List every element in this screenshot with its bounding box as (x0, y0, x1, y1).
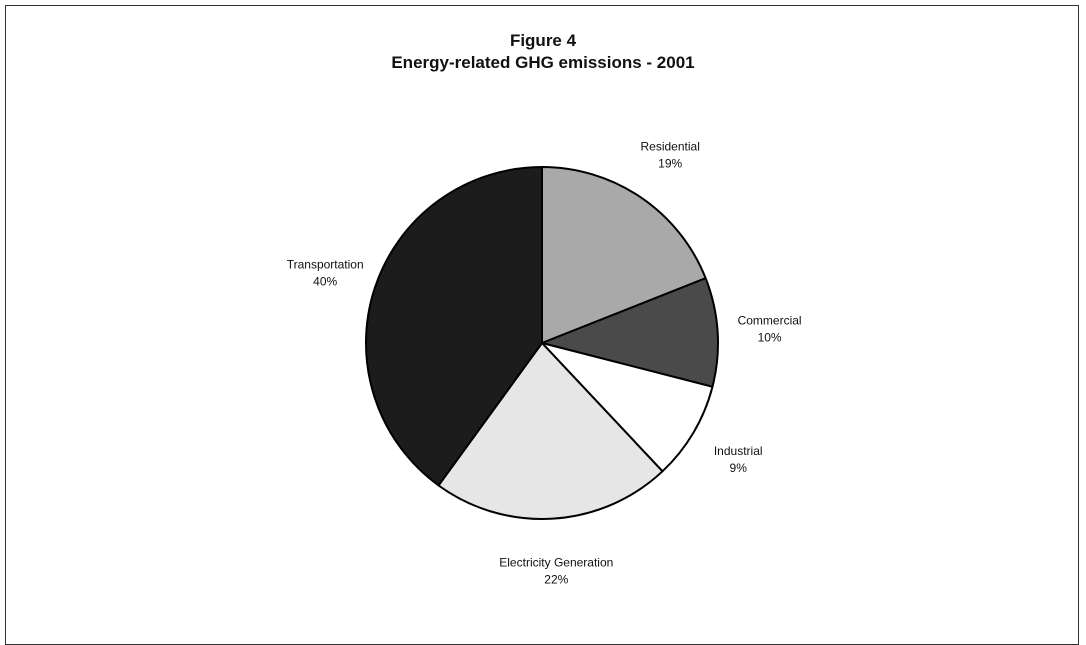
chart-title: Figure 4 (509, 31, 577, 50)
slice-labels: Residential 19% Commercial 10% Industrial 9% E… (287, 139, 802, 586)
slice-label-industrial: Industrial 9% (714, 444, 763, 475)
chart-subtitle: Energy-related GHG emissions - 2001 (391, 53, 695, 72)
slice-label-electricity-generation: Electricity Generation 22% (499, 556, 613, 587)
pie-slice-electricity-generation (437, 342, 664, 520)
pie-slice-industrial (541, 342, 714, 473)
pie-slice-commercial (541, 277, 719, 388)
slice-label-residential: Residential 19% (641, 139, 700, 170)
slice-label-transportation: Transportation 40% (287, 258, 364, 289)
pie-slice-residential (541, 166, 707, 344)
slice-label-commercial: Commercial 10% (738, 314, 802, 345)
pie-chart: Residential 19% Commercial 10% Industrial 9% E… (287, 139, 802, 586)
pie-slice-transportation (365, 166, 543, 487)
pie-slices (365, 166, 719, 520)
